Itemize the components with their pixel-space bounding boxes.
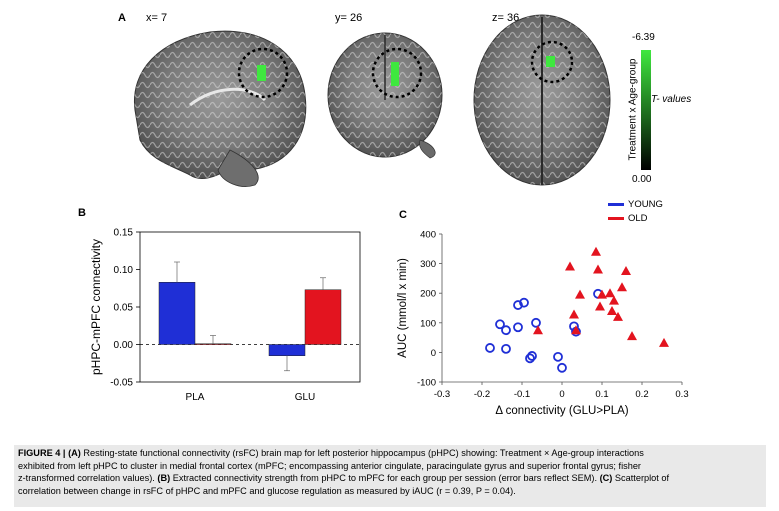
x-tick-label-b: GLU [295, 392, 316, 403]
panel-c-letter: C [399, 209, 407, 221]
point-old [591, 246, 601, 256]
point-old [617, 282, 627, 292]
point-old [609, 295, 619, 305]
point-old [575, 289, 585, 299]
point-young [501, 325, 511, 336]
y-axis-label-b: pHPC-mPFC connectivity [89, 239, 103, 375]
caption-heading: FIGURE 4 | [18, 448, 66, 458]
point-old [613, 311, 623, 321]
point-young [513, 322, 523, 333]
legend-old: OLD [608, 213, 648, 224]
x-tick-label-c: -0.1 [514, 389, 530, 400]
x-tick-label-c: -0.2 [474, 389, 490, 400]
bar-young-pla [158, 282, 196, 345]
legend-young: YOUNG [608, 199, 663, 210]
caption-line-2: exhibited from left pHPC to cluster in m… [18, 460, 641, 471]
colorbar-max-label: -6.39 [632, 32, 655, 43]
legend-old-label: OLD [628, 213, 648, 224]
legend-young-swatch [608, 203, 624, 206]
y-tick-label-b: 0.10 [114, 265, 134, 276]
axial-slice [473, 14, 611, 186]
point-young [519, 297, 529, 308]
brain-slices [133, 14, 651, 187]
x-tick-label-c: 0.3 [675, 389, 688, 400]
y-tick-label-b: 0.00 [114, 340, 134, 351]
point-young [501, 343, 511, 354]
point-old [627, 331, 637, 341]
roi-circle-sagittal [237, 47, 289, 99]
point-old [593, 264, 603, 274]
colorbar-min-label: 0.00 [632, 174, 652, 185]
y-tick-label-b: 0.05 [114, 303, 134, 314]
point-old [607, 305, 617, 315]
roi-circle-coronal [371, 47, 423, 99]
sagittal-slice [133, 30, 307, 187]
point-young [495, 319, 505, 330]
y-tick-label-c: 200 [420, 289, 436, 300]
activation-cluster-sagittal [257, 65, 266, 81]
point-old [597, 289, 607, 299]
point-young [525, 353, 535, 364]
caption-line-3: z-transformed correlation values). (B) E… [18, 472, 762, 485]
panel-b-letter: B [78, 207, 86, 219]
bar-old-pla [194, 343, 232, 345]
point-young [527, 351, 537, 361]
point-young [557, 362, 567, 373]
legend-young-label: YOUNG [628, 199, 663, 210]
y-tick-label-c: 0 [431, 348, 436, 359]
caption-c-marker: (C) [599, 473, 613, 483]
y-tick-label-b: 0.15 [114, 228, 134, 239]
y-axis-label-c: AUC (mmol/l x min) [397, 258, 409, 358]
point-old [571, 325, 581, 335]
x-tick-label-c: 0 [559, 389, 564, 400]
colorbar-side-label: T- values [651, 94, 692, 105]
scatter-chart-c: -100 0 100 200 300 400 -0.3 -0.2 -0.1 0 0.1 0.2 0.3 Δ… [397, 230, 689, 418]
point-old [605, 288, 615, 298]
point-young [553, 351, 563, 362]
point-young [485, 343, 495, 353]
caption-b-marker: (B) [157, 473, 171, 483]
point-old [621, 266, 631, 275]
x-tick-label-c: -0.3 [434, 389, 450, 400]
caption-a-marker: (A) [68, 448, 81, 458]
coronal-slice [327, 32, 443, 159]
figure-caption: FIGURE 4 | (A) Resting-state functional … [14, 445, 766, 507]
point-young [513, 300, 523, 310]
x-tick-label-c: 0.1 [595, 389, 608, 400]
caption-a-text: Resting-state functional connectivity (r… [80, 448, 644, 458]
roi-circle-axial [530, 40, 574, 84]
point-young [531, 317, 541, 328]
bar-young-glu [268, 344, 306, 356]
bar-chart-b: -0.05 0.00 0.05 0.10 0.15 PLA GLU pHPC-mPFC con… [89, 228, 361, 403]
slice-label-x: x= 7 [146, 12, 168, 24]
caption-line-1: FIGURE 4 | (A) Resting-state functional … [18, 447, 762, 460]
slice-label-z: z= 36 [492, 12, 520, 24]
slice-label-y: y= 26 [335, 12, 363, 24]
x-tick-label-c: 0.2 [635, 389, 648, 400]
point-old [565, 261, 575, 271]
caption-b-text: Extracted connectivity strength from pHP… [170, 473, 600, 483]
bar-old-glu [304, 289, 342, 345]
point-old [569, 309, 579, 319]
colorbar [641, 50, 651, 170]
caption-c-text: Scatterplot of [612, 473, 670, 483]
y-tick-label-c: 400 [420, 230, 436, 241]
colorbar-title: Treatment x Age-group [627, 58, 639, 161]
point-old [533, 325, 543, 335]
legend-old-swatch [608, 217, 624, 220]
x-axis-label-c: Δ connectivity (GLU>PLA) [495, 405, 628, 417]
caption-line-4: correlation between change in rsFC of pH… [18, 485, 516, 496]
y-tick-label-b: -0.05 [110, 378, 133, 389]
y-tick-label-c: 100 [420, 318, 436, 329]
panel-a-letter: A [118, 12, 126, 24]
activation-cluster-coronal [391, 62, 399, 86]
point-old [595, 301, 605, 311]
point-old [659, 337, 669, 347]
x-tick-label-b: PLA [186, 392, 205, 403]
activation-cluster-axial [546, 56, 555, 67]
y-tick-label-c: 300 [420, 259, 436, 270]
caption-line-3-start: z-transformed correlation values). [18, 473, 158, 483]
y-tick-label-c: -100 [417, 378, 436, 389]
